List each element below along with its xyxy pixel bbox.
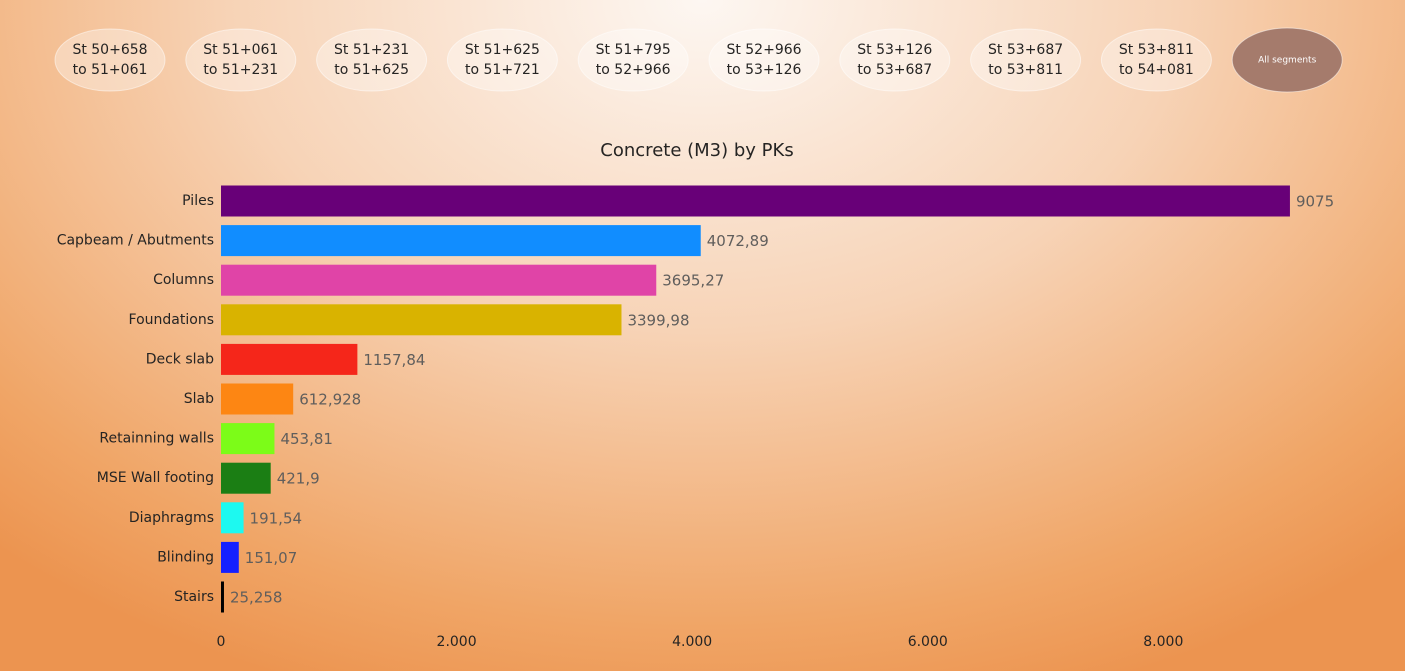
bar <box>221 541 239 573</box>
bar <box>221 225 701 257</box>
value-label: 3399,98 <box>627 311 689 329</box>
button-shape[interactable] <box>185 28 297 92</box>
button-label[interactable]: St 53+811 <box>1119 42 1194 58</box>
value-label: 1157,84 <box>363 351 425 369</box>
segment-button[interactable]: All segments <box>1231 27 1343 93</box>
y-tick-label: Capbeam / Abutments <box>57 233 214 249</box>
value-label: 612,928 <box>299 391 361 409</box>
button-shape[interactable] <box>970 28 1082 92</box>
button-shape[interactable] <box>1100 28 1212 92</box>
value-label: 4072,89 <box>707 232 769 250</box>
bar <box>221 185 1290 217</box>
segment-button[interactable]: St 53+687 to 53+811 <box>970 28 1082 92</box>
button-label[interactable]: to 51+061 <box>73 62 148 78</box>
button-shape[interactable] <box>839 28 951 92</box>
button-label[interactable]: St 53+126 <box>857 42 932 58</box>
bar <box>221 264 657 296</box>
button-label[interactable]: to 51+721 <box>465 62 540 78</box>
button-label[interactable]: St 53+687 <box>988 42 1063 58</box>
y-tick-label: Slab <box>184 391 214 407</box>
y-tick-label: Foundations <box>129 312 214 328</box>
value-label: 453,81 <box>280 430 333 448</box>
value-label: 3695,27 <box>662 272 724 290</box>
button-shape[interactable] <box>316 28 428 92</box>
y-tick-label: Retainning walls <box>99 431 214 447</box>
segment-button[interactable]: St 51+625 to 51+721 <box>446 28 558 92</box>
button-label[interactable]: to 51+625 <box>334 62 409 78</box>
x-tick-label: 4.000 <box>672 634 712 650</box>
button-label[interactable]: St 52+966 <box>726 42 801 58</box>
button-shape[interactable] <box>446 28 558 92</box>
y-tick-label: Piles <box>182 193 214 209</box>
segment-button[interactable]: St 51+061 to 51+231 <box>185 28 297 92</box>
button-label[interactable]: St 50+658 <box>72 42 147 58</box>
bar <box>221 581 224 613</box>
value-label: 151,07 <box>245 549 297 567</box>
segment-button[interactable]: St 51+231 to 51+625 <box>316 28 428 92</box>
bar <box>221 462 271 494</box>
button-label[interactable]: to 53+687 <box>857 62 932 78</box>
value-label: 9075 <box>1296 193 1334 211</box>
x-tick-label: 6.000 <box>908 634 948 650</box>
bar <box>221 383 294 415</box>
bar <box>221 343 358 375</box>
segment-button[interactable]: St 53+811 to 54+081 <box>1100 28 1212 92</box>
button-shape[interactable] <box>708 28 820 92</box>
y-tick-label: Columns <box>153 272 214 288</box>
button-label[interactable]: All segments <box>1258 56 1316 66</box>
bar <box>221 423 275 455</box>
x-tick-label: 8.000 <box>1143 634 1183 650</box>
bar <box>221 502 244 534</box>
x-tick-label: 0 <box>217 634 226 650</box>
y-tick-label: Diaphragms <box>129 510 214 526</box>
segment-button[interactable]: St 52+966 to 53+126 <box>708 28 820 92</box>
button-label[interactable]: St 51+231 <box>334 42 409 58</box>
y-tick-label: Blinding <box>157 549 214 565</box>
segment-button[interactable]: St 51+795 to 52+966 <box>577 28 689 92</box>
button-shape[interactable] <box>1231 27 1343 93</box>
x-tick-label: 2.000 <box>437 634 477 650</box>
button-label[interactable]: to 52+966 <box>596 62 671 78</box>
button-shape[interactable] <box>577 28 689 92</box>
value-label: 25,258 <box>230 589 283 607</box>
bar <box>221 304 622 336</box>
button-label[interactable]: to 54+081 <box>1119 62 1194 78</box>
button-label[interactable]: to 51+231 <box>203 62 278 78</box>
y-tick-label: MSE Wall footing <box>97 470 214 486</box>
y-tick-label: Stairs <box>174 589 214 605</box>
segment-button[interactable]: St 50+658 to 51+061 <box>54 28 166 92</box>
button-label[interactable]: St 51+061 <box>203 42 278 58</box>
button-label[interactable]: to 53+811 <box>988 62 1063 78</box>
button-label[interactable]: St 51+795 <box>596 42 671 58</box>
value-label: 421,9 <box>277 470 320 488</box>
button-shape[interactable] <box>54 28 166 92</box>
button-label[interactable]: St 51+625 <box>465 42 540 58</box>
value-label: 191,54 <box>250 509 303 527</box>
chart-title: Concrete (M3) by PKs <box>600 140 793 161</box>
y-tick-label: Deck slab <box>146 351 214 367</box>
segment-button[interactable]: St 53+126 to 53+687 <box>839 28 951 92</box>
button-label[interactable]: to 53+126 <box>727 62 802 78</box>
